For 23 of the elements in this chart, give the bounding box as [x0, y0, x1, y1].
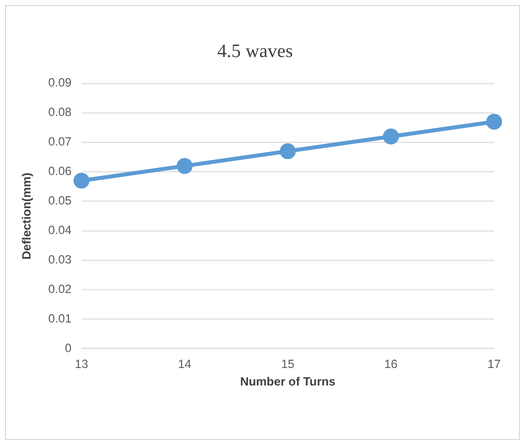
y-tick-label: 0 [64, 340, 72, 355]
x-axis-title: Number of Turns [240, 374, 336, 388]
chart-title: 4.5 waves [217, 41, 293, 62]
y-tick-label: 0.04 [48, 223, 72, 238]
y-tick-label: 0.03 [48, 252, 72, 267]
point [280, 143, 296, 160]
x-tick-label: 13 [74, 357, 88, 372]
y-tick-label: 0.07 [48, 134, 72, 149]
y-tick-label: 0.09 [48, 76, 72, 90]
point [176, 158, 193, 174]
x-tick-label: 17 [487, 357, 502, 372]
y-tick-label: 0.06 [48, 164, 72, 178]
x-tick-label: 16 [384, 357, 398, 372]
x-tick-label: 15 [281, 357, 295, 372]
y-tick-label: 0.02 [48, 282, 72, 296]
y-tick-label: 0.05 [48, 194, 72, 208]
point [73, 172, 90, 189]
point [486, 114, 502, 130]
point [382, 128, 399, 144]
y-axis-title: Deflection(mm) [19, 172, 34, 260]
y-tick-label: 0.01 [48, 311, 72, 326]
x-tick-label: 14 [178, 357, 192, 372]
y-tick-label: 0.08 [48, 105, 72, 120]
